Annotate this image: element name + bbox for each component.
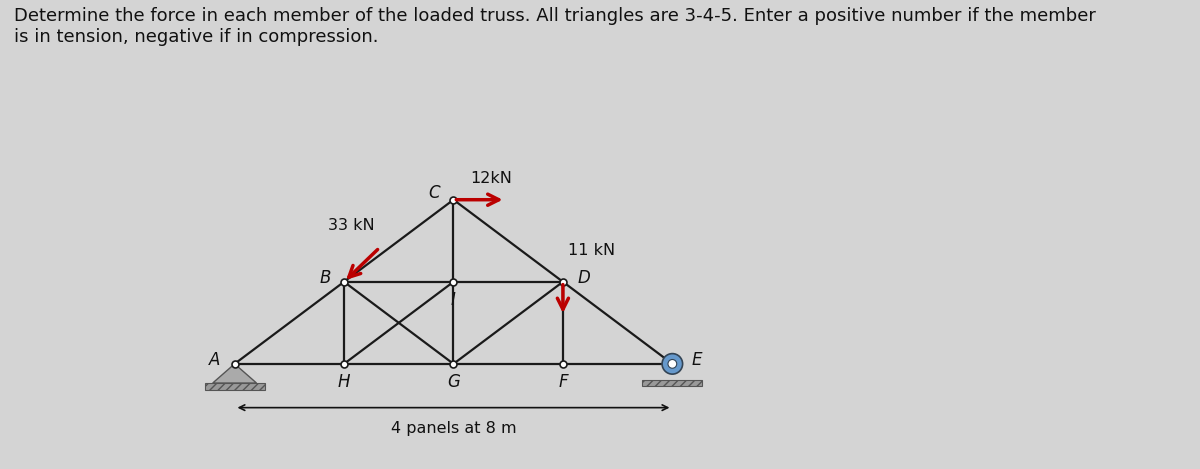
Text: Determine the force in each member of the loaded truss. All triangles are 3-4-5.: Determine the force in each member of th… xyxy=(14,7,1097,46)
Text: B: B xyxy=(319,269,330,287)
Text: E: E xyxy=(691,351,702,369)
Polygon shape xyxy=(212,364,257,383)
Bar xyxy=(204,383,265,390)
Text: F: F xyxy=(558,373,568,391)
Text: H: H xyxy=(337,373,350,391)
Bar xyxy=(642,379,702,386)
Text: 4 panels at 8 m: 4 panels at 8 m xyxy=(391,421,516,436)
Text: 12kN: 12kN xyxy=(470,171,511,186)
Circle shape xyxy=(668,359,677,368)
Text: G: G xyxy=(448,373,460,391)
Text: D: D xyxy=(577,269,590,287)
Circle shape xyxy=(662,354,683,374)
Text: I: I xyxy=(451,291,456,309)
Text: 11 kN: 11 kN xyxy=(569,243,616,258)
Text: 33 kN: 33 kN xyxy=(328,218,374,233)
Text: C: C xyxy=(428,184,440,202)
Text: A: A xyxy=(209,351,220,369)
